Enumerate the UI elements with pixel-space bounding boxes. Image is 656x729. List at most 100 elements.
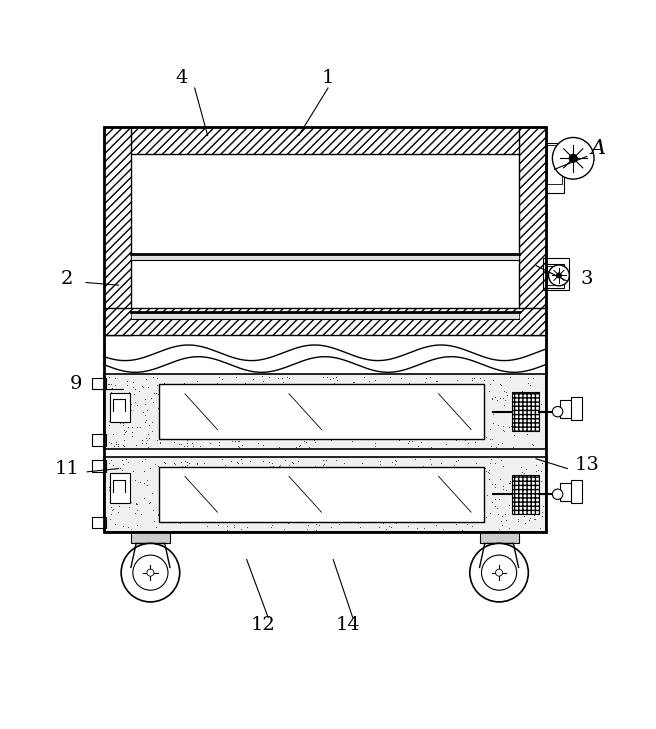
Point (411, 491, 421, 503)
Point (143, 381, 154, 393)
Point (345, 380, 356, 391)
Point (533, 424, 543, 436)
Point (131, 439, 142, 451)
Point (407, 471, 418, 483)
Point (234, 441, 244, 453)
Point (354, 428, 365, 440)
Point (141, 373, 152, 385)
Point (249, 480, 259, 491)
Point (491, 441, 501, 453)
Point (161, 500, 172, 512)
Point (104, 378, 114, 390)
Point (224, 484, 234, 496)
Point (384, 520, 395, 531)
Point (383, 475, 394, 487)
Point (536, 475, 546, 486)
Point (110, 438, 121, 450)
Point (386, 397, 396, 408)
Point (358, 486, 369, 497)
Point (517, 386, 527, 397)
Point (322, 480, 333, 491)
Point (517, 405, 527, 416)
Point (289, 514, 299, 526)
Point (288, 457, 298, 469)
Point (376, 507, 386, 518)
Point (426, 421, 437, 433)
Point (430, 485, 440, 496)
Point (326, 434, 337, 446)
Point (398, 418, 408, 430)
Point (172, 498, 182, 510)
Point (254, 467, 264, 478)
Point (257, 439, 268, 451)
Point (109, 468, 119, 480)
Point (127, 381, 138, 393)
Point (418, 492, 428, 504)
Point (485, 507, 495, 519)
Point (192, 375, 203, 387)
Point (246, 416, 256, 428)
Point (416, 400, 426, 412)
Point (286, 475, 297, 486)
Point (443, 422, 454, 434)
Point (437, 426, 447, 438)
Point (105, 513, 115, 525)
Point (344, 477, 355, 489)
Bar (110, 393, 130, 422)
Point (375, 421, 385, 433)
Point (373, 486, 383, 497)
Point (316, 477, 326, 489)
Point (531, 466, 541, 477)
Point (523, 378, 533, 389)
Point (379, 475, 389, 487)
Point (213, 405, 224, 417)
Point (267, 458, 277, 469)
Point (165, 483, 175, 495)
Point (278, 383, 289, 394)
Point (531, 459, 541, 471)
Point (283, 517, 293, 529)
Point (106, 378, 116, 390)
Point (213, 519, 223, 531)
Point (490, 391, 501, 402)
Point (442, 381, 453, 393)
Point (281, 371, 292, 383)
Point (493, 523, 504, 535)
Point (445, 410, 456, 422)
Point (415, 402, 425, 413)
Point (449, 488, 459, 500)
Point (141, 414, 152, 426)
Point (393, 491, 403, 502)
Point (445, 388, 456, 399)
Point (324, 431, 335, 443)
Point (229, 521, 239, 533)
Point (438, 463, 448, 475)
Point (130, 383, 140, 395)
Circle shape (133, 555, 168, 590)
Point (218, 494, 229, 506)
Point (484, 423, 495, 434)
Point (387, 456, 398, 467)
Point (295, 477, 306, 489)
Point (417, 467, 427, 479)
Point (232, 416, 243, 428)
Point (295, 417, 305, 429)
Point (192, 459, 203, 470)
Point (345, 424, 356, 435)
Point (140, 393, 150, 405)
Point (159, 457, 170, 469)
Point (270, 497, 280, 509)
Point (287, 498, 297, 510)
Point (409, 415, 420, 426)
Point (138, 477, 149, 489)
Point (177, 460, 188, 472)
Point (150, 459, 160, 470)
Point (362, 387, 373, 399)
Point (321, 386, 331, 397)
Point (168, 488, 178, 499)
Point (269, 484, 279, 496)
Point (382, 515, 392, 526)
Point (430, 416, 441, 427)
Text: 14: 14 (335, 616, 360, 634)
Point (259, 499, 270, 510)
